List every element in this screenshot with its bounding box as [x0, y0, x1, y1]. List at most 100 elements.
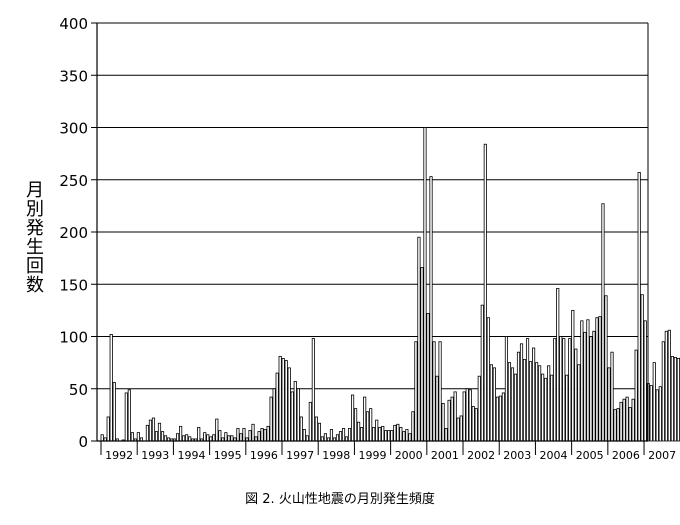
- bar: [335, 434, 340, 442]
- bar: [163, 435, 168, 442]
- bar: [197, 427, 201, 442]
- bar: [281, 358, 285, 442]
- bar: [347, 428, 352, 442]
- bar: [323, 433, 327, 442]
- bar: [652, 362, 656, 442]
- bar: [667, 329, 671, 442]
- bar: [525, 338, 530, 442]
- bar: [429, 176, 433, 442]
- grid-lines: [97, 22, 648, 390]
- bar: [426, 313, 430, 442]
- bar: [405, 429, 409, 442]
- bar: [565, 374, 569, 442]
- bar: [411, 411, 415, 442]
- bar: [538, 365, 542, 442]
- bar: [670, 355, 674, 442]
- bar: [127, 389, 131, 442]
- bar: [251, 423, 255, 442]
- bar: [350, 394, 355, 442]
- bar: [574, 348, 578, 442]
- bar: [302, 429, 306, 442]
- x-tick-label: 1999: [359, 449, 387, 462]
- bar: [589, 336, 593, 442]
- bar: [296, 388, 300, 442]
- bar: [378, 427, 382, 442]
- bar: [655, 389, 659, 442]
- bar: [658, 386, 662, 442]
- bar: [595, 317, 599, 442]
- bar: [459, 415, 463, 442]
- bar: [601, 203, 605, 442]
- bar: [456, 417, 460, 442]
- y-tick-label: 50: [69, 381, 88, 399]
- bar: [242, 428, 246, 442]
- bar: [305, 435, 309, 442]
- bar: [501, 392, 505, 442]
- x-tick-label: 2002: [467, 449, 495, 462]
- y-tick-labels: 0 50 100 150 200 250 300 350 400: [59, 15, 88, 451]
- x-tick-label: 1995: [214, 449, 242, 462]
- bar: [317, 422, 321, 442]
- bar: [453, 391, 457, 442]
- bar: [562, 338, 566, 442]
- bar: [209, 436, 213, 442]
- bar: [510, 367, 515, 442]
- bar: [366, 411, 370, 442]
- bar: [381, 425, 385, 442]
- bar: [269, 396, 273, 442]
- bar: [387, 430, 391, 442]
- bar: [571, 309, 575, 442]
- bar: [275, 372, 279, 442]
- x-tick-label: 1992: [105, 449, 133, 462]
- bar: [586, 319, 590, 442]
- bar: [338, 431, 343, 442]
- bar: [124, 392, 128, 442]
- bar: [577, 364, 581, 442]
- bar: [598, 316, 602, 442]
- bar: [151, 417, 156, 442]
- bar: [628, 407, 632, 442]
- bar: [640, 294, 644, 442]
- bar: [136, 432, 140, 442]
- bar: [215, 418, 219, 442]
- bar: [637, 172, 641, 442]
- x-tick-label: 2003: [503, 449, 531, 462]
- bar: [100, 434, 104, 442]
- bar: [547, 365, 551, 442]
- bar: [447, 399, 451, 442]
- y-axis-label: 月別発生回数: [23, 180, 44, 294]
- y-tick-label: 0: [78, 433, 88, 451]
- bar: [402, 431, 406, 442]
- bar: [354, 408, 358, 442]
- bar: [489, 364, 493, 442]
- bar: [278, 355, 282, 442]
- bar: [390, 430, 394, 442]
- bar: [344, 436, 349, 442]
- bar: [369, 408, 373, 442]
- bar: [607, 367, 611, 442]
- bar: [360, 427, 364, 442]
- bar: [535, 362, 539, 442]
- bar: [450, 396, 454, 442]
- bar: [592, 330, 596, 442]
- bar: [438, 341, 442, 442]
- bar: [483, 143, 487, 442]
- bar-series: [100, 127, 680, 442]
- bar: [559, 336, 563, 442]
- bar: [423, 127, 427, 442]
- y-tick-label: 350: [59, 67, 88, 85]
- bar: [236, 428, 240, 442]
- bar: [673, 356, 677, 442]
- bar: [160, 431, 165, 442]
- bar: [583, 331, 587, 442]
- bar: [329, 429, 334, 442]
- bar: [341, 428, 346, 442]
- bar: [504, 336, 509, 442]
- bar: [553, 338, 557, 442]
- bar: [435, 375, 439, 442]
- bar: [516, 351, 521, 442]
- bar: [465, 388, 469, 442]
- bar: [441, 402, 445, 442]
- x-tick-label: 1993: [141, 449, 169, 462]
